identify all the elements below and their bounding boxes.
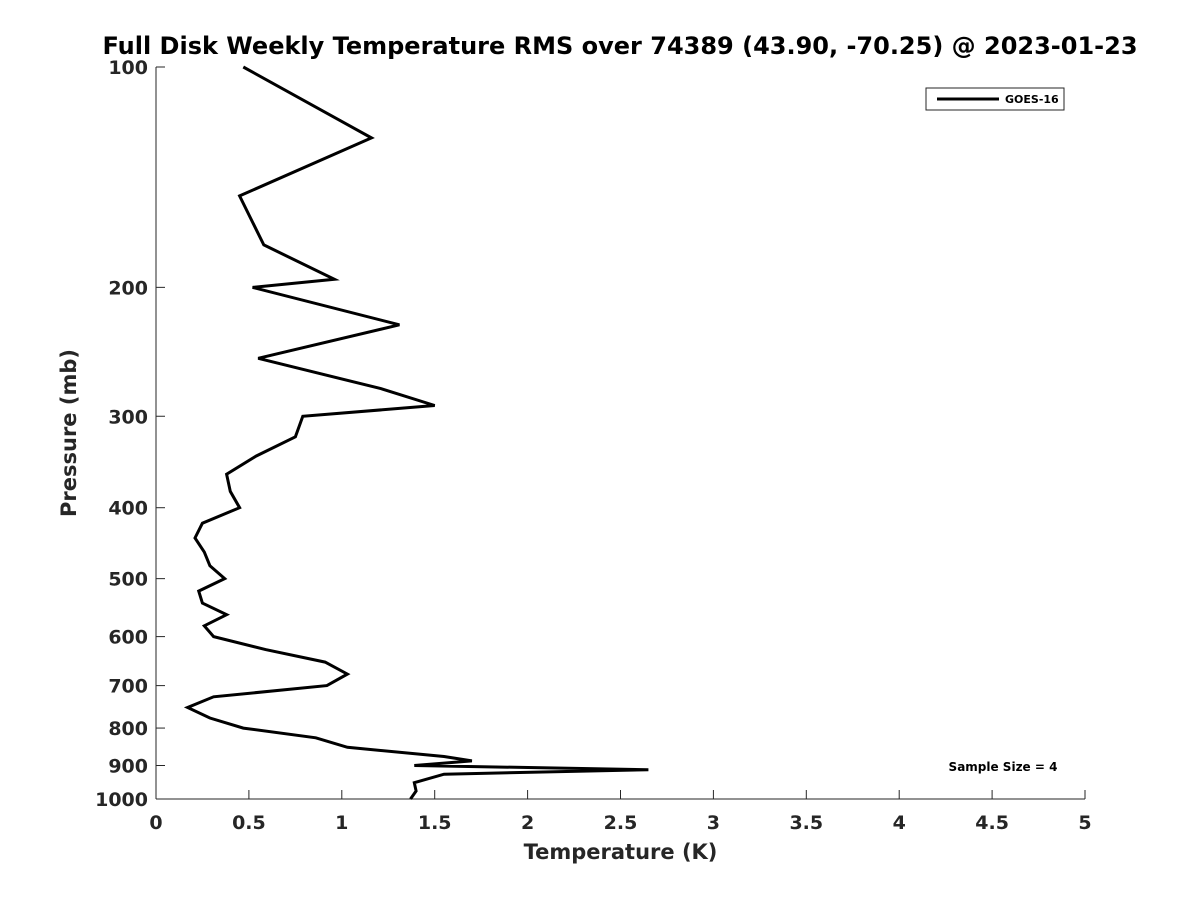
x-tick-label: 1 — [335, 812, 348, 834]
y-tick-label: 100 — [108, 57, 148, 79]
sample-size-annotation: Sample Size = 4 — [949, 760, 1058, 774]
y-tick-label: 500 — [108, 569, 148, 591]
x-tick-label: 3.5 — [789, 812, 823, 834]
x-axis-label: Temperature (K) — [524, 840, 718, 864]
x-tick-label: 0.5 — [232, 812, 266, 834]
x-tick-label: 5 — [1078, 812, 1091, 834]
y-tick-label: 800 — [108, 718, 148, 740]
x-tick-label: 0 — [149, 812, 162, 834]
x-tick-label: 3 — [707, 812, 720, 834]
legend-label: GOES-16 — [1005, 93, 1059, 106]
y-tick-label: 600 — [108, 627, 148, 649]
chart-title: Full Disk Weekly Temperature RMS over 74… — [102, 32, 1137, 60]
y-tick-label: 700 — [108, 676, 148, 698]
x-tick-label: 2.5 — [604, 812, 638, 834]
x-axis-ticks: 0 0.5 1 1.5 2 2.5 3 3.5 4 4.5 5 — [149, 790, 1092, 834]
x-tick-label: 1.5 — [418, 812, 452, 834]
y-tick-label: 900 — [108, 756, 148, 778]
series-line-goes-16 — [183, 65, 649, 800]
y-axis-label: Pressure (mb) — [57, 349, 81, 517]
y-tick-label: 300 — [108, 406, 148, 428]
series-group — [183, 65, 649, 800]
y-tick-label: 1000 — [95, 789, 148, 811]
x-tick-label: 2 — [521, 812, 534, 834]
y-axis-ticks: 100 200 300 400 500 600 700 800 900 1000 — [95, 57, 165, 811]
y-tick-label: 400 — [108, 498, 148, 520]
y-tick-label: 200 — [108, 277, 148, 299]
x-tick-label: 4.5 — [975, 812, 1009, 834]
x-tick-label: 4 — [893, 812, 906, 834]
legend: GOES-16 — [925, 87, 1065, 111]
